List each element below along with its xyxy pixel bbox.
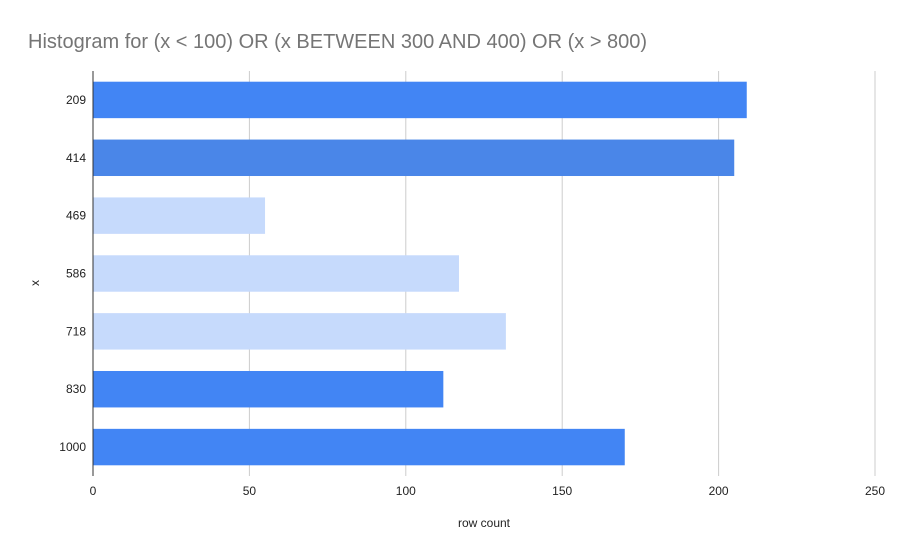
x-tick-label: 100 [396, 484, 416, 498]
chart-title: Histogram for (x < 100) OR (x BETWEEN 30… [28, 31, 647, 53]
bar-1000 [93, 428, 625, 466]
x-tick-label: 200 [709, 484, 729, 498]
y-axis-ticks: 209 414 469 586 718 830 1000 [59, 93, 86, 454]
bar-469 [93, 197, 266, 234]
bar-414 [93, 139, 735, 177]
y-tick-label: 830 [66, 382, 86, 396]
bar-586 [93, 255, 459, 292]
x-tick-label: 150 [552, 484, 572, 498]
y-axis-title: x [28, 280, 42, 286]
y-tick-label: 586 [66, 267, 86, 281]
grid-lines [248, 71, 876, 476]
y-tick-label: 1000 [59, 440, 86, 454]
y-tick-label: 469 [66, 209, 86, 223]
x-axis-title: row count [458, 516, 511, 530]
bar-830 [93, 370, 444, 408]
x-axis-ticks: 0 50 100 150 200 250 [90, 484, 886, 498]
y-tick-label: 718 [66, 324, 86, 338]
y-tick-label: 414 [66, 151, 86, 165]
bar-209 [93, 81, 747, 119]
x-tick-label: 50 [243, 484, 257, 498]
x-tick-label: 250 [865, 484, 885, 498]
bars [93, 81, 747, 466]
bar-718 [93, 313, 506, 350]
x-tick-label: 0 [90, 484, 97, 498]
y-tick-label: 209 [66, 93, 86, 107]
